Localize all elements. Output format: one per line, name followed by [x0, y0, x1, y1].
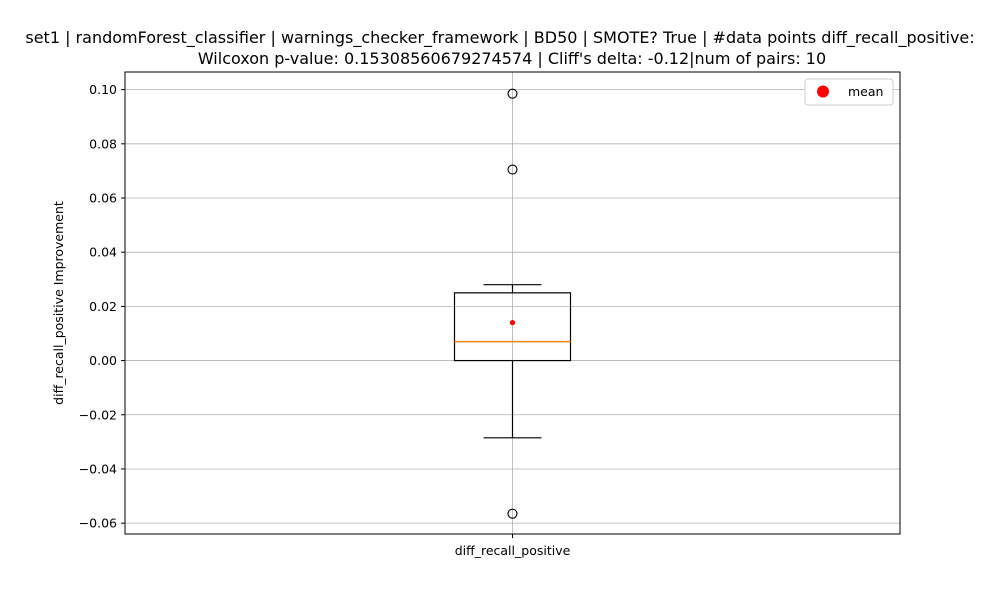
y-tick-label: −0.04 [79, 461, 117, 476]
y-tick-label: 0.06 [89, 191, 117, 206]
y-tick-label: −0.06 [79, 516, 117, 531]
legend-box [804, 78, 894, 106]
y-tick-label: 0.08 [89, 136, 117, 151]
outlier-point [507, 508, 518, 519]
chart-title-line-1: set1 | randomForest_classifier | warning… [25, 28, 974, 48]
outlier-point [507, 88, 518, 99]
interquartile-box [453, 292, 572, 362]
y-tick-label: 0.02 [89, 299, 117, 314]
y-tick-label: 0.00 [89, 353, 117, 368]
y-axis-ticks: −0.06 −0.04 −0.02 0.00 0.02 0.04 0.06 0.08 0.10 [79, 82, 513, 538]
y-axis-label: diff_recall_positive Improvement [51, 201, 66, 405]
y-tick-label: 0.04 [89, 245, 117, 260]
legend-mean-label: mean [848, 84, 883, 99]
box-plot [453, 88, 572, 519]
plot-area-frame [124, 71, 901, 535]
legend-mean-marker [817, 85, 829, 98]
chart-title-line-2: Wilcoxon p-value: 0.15308560679274574 | … [198, 49, 826, 68]
x-tick-label: diff_recall_positive [455, 543, 571, 558]
grid-lines [125, 72, 900, 534]
legend: mean [804, 78, 894, 106]
y-tick-label: 0.10 [89, 82, 117, 97]
mean-marker [509, 320, 516, 326]
outlier-point [507, 164, 518, 175]
y-tick-label: −0.02 [79, 407, 117, 422]
